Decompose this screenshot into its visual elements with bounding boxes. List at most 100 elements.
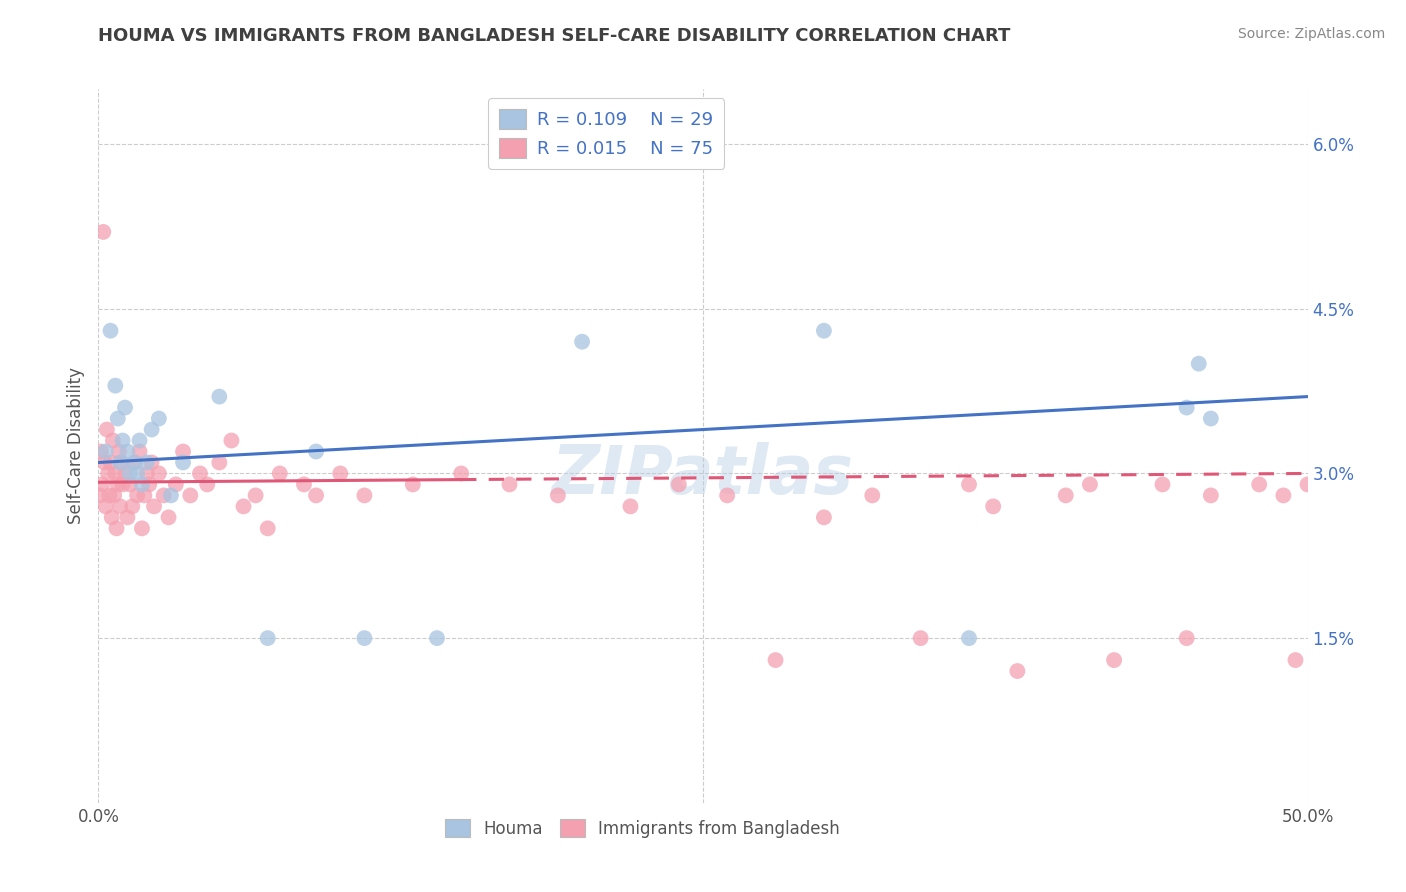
Point bbox=[131, 521, 153, 535]
Point bbox=[353, 631, 375, 645]
Point bbox=[402, 477, 425, 491]
Point bbox=[152, 488, 174, 502]
Point bbox=[138, 477, 160, 491]
Point bbox=[305, 444, 328, 458]
Point bbox=[1199, 488, 1222, 502]
Point bbox=[107, 411, 129, 425]
Point bbox=[353, 488, 375, 502]
Point bbox=[94, 444, 117, 458]
Point bbox=[100, 324, 122, 338]
Point bbox=[1199, 411, 1222, 425]
Point bbox=[1102, 653, 1125, 667]
Point bbox=[104, 467, 127, 481]
Point bbox=[118, 467, 141, 481]
Point bbox=[135, 455, 157, 469]
Point bbox=[90, 444, 112, 458]
Point bbox=[117, 444, 139, 458]
Point bbox=[110, 455, 132, 469]
Point bbox=[100, 455, 122, 469]
Point bbox=[329, 467, 352, 481]
Point bbox=[148, 467, 170, 481]
Point bbox=[141, 455, 163, 469]
Point bbox=[619, 500, 641, 514]
Point bbox=[256, 631, 278, 645]
Text: Source: ZipAtlas.com: Source: ZipAtlas.com bbox=[1237, 27, 1385, 41]
Point bbox=[114, 467, 136, 481]
Point bbox=[1272, 488, 1295, 502]
Point bbox=[104, 378, 127, 392]
Point bbox=[450, 467, 472, 481]
Point bbox=[292, 477, 315, 491]
Point bbox=[111, 477, 134, 491]
Point bbox=[124, 455, 146, 469]
Point bbox=[135, 467, 157, 481]
Point bbox=[208, 455, 231, 469]
Point bbox=[910, 631, 932, 645]
Point bbox=[179, 488, 201, 502]
Point bbox=[172, 455, 194, 469]
Point bbox=[127, 488, 149, 502]
Point bbox=[305, 488, 328, 502]
Point bbox=[1054, 488, 1077, 502]
Point bbox=[100, 510, 122, 524]
Point bbox=[813, 324, 835, 338]
Point bbox=[91, 477, 114, 491]
Point bbox=[107, 477, 129, 491]
Text: ZIPatlas: ZIPatlas bbox=[553, 442, 853, 508]
Point bbox=[124, 455, 146, 469]
Point bbox=[860, 488, 883, 502]
Point bbox=[108, 444, 131, 458]
Point bbox=[188, 467, 211, 481]
Point bbox=[498, 477, 520, 491]
Point bbox=[98, 488, 121, 502]
Point bbox=[208, 390, 231, 404]
Point bbox=[165, 477, 187, 491]
Point bbox=[143, 500, 166, 514]
Point bbox=[131, 477, 153, 491]
Point bbox=[111, 434, 134, 448]
Point bbox=[94, 500, 117, 514]
Point bbox=[103, 488, 125, 502]
Point bbox=[426, 631, 449, 645]
Point bbox=[1152, 477, 1174, 491]
Point bbox=[245, 488, 267, 502]
Point bbox=[765, 653, 787, 667]
Point bbox=[957, 631, 980, 645]
Point bbox=[157, 510, 180, 524]
Point bbox=[1296, 477, 1319, 491]
Point bbox=[108, 500, 131, 514]
Point bbox=[127, 467, 149, 481]
Point bbox=[547, 488, 569, 502]
Point bbox=[128, 444, 150, 458]
Point bbox=[172, 444, 194, 458]
Y-axis label: Self-Care Disability: Self-Care Disability bbox=[67, 368, 86, 524]
Point bbox=[256, 521, 278, 535]
Point bbox=[232, 500, 254, 514]
Point bbox=[1175, 401, 1198, 415]
Legend: Houma, Immigrants from Bangladesh: Houma, Immigrants from Bangladesh bbox=[439, 813, 846, 845]
Point bbox=[269, 467, 291, 481]
Point bbox=[121, 500, 143, 514]
Point bbox=[96, 423, 118, 437]
Point bbox=[117, 510, 139, 524]
Point bbox=[108, 455, 131, 469]
Text: HOUMA VS IMMIGRANTS FROM BANGLADESH SELF-CARE DISABILITY CORRELATION CHART: HOUMA VS IMMIGRANTS FROM BANGLADESH SELF… bbox=[98, 27, 1011, 45]
Point bbox=[221, 434, 243, 448]
Point bbox=[1284, 653, 1306, 667]
Point bbox=[1188, 357, 1211, 371]
Point bbox=[114, 401, 136, 415]
Point bbox=[195, 477, 218, 491]
Point bbox=[89, 488, 111, 502]
Point bbox=[957, 477, 980, 491]
Point bbox=[91, 225, 114, 239]
Point bbox=[101, 434, 124, 448]
Point bbox=[981, 500, 1004, 514]
Point bbox=[105, 521, 128, 535]
Point bbox=[93, 455, 115, 469]
Point bbox=[716, 488, 738, 502]
Point bbox=[141, 423, 163, 437]
Point bbox=[118, 477, 141, 491]
Point bbox=[160, 488, 183, 502]
Point bbox=[1249, 477, 1271, 491]
Point bbox=[813, 510, 835, 524]
